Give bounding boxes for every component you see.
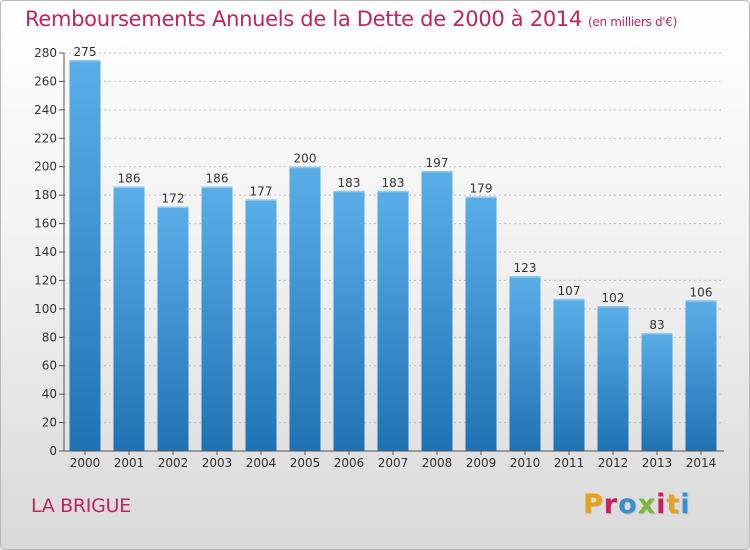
bar-highlight <box>157 206 189 209</box>
data-label: 186 <box>118 172 141 186</box>
bar <box>113 186 145 451</box>
y-tick-label: 200 <box>34 160 57 174</box>
y-tick-label: 180 <box>34 188 57 202</box>
bar-highlight <box>245 199 277 201</box>
bar <box>245 199 277 451</box>
x-tick-label: 2009 <box>466 456 497 470</box>
y-tick-label: 280 <box>34 46 57 60</box>
bar <box>685 300 717 451</box>
logo-letter: i <box>656 489 667 520</box>
bar-layer <box>69 60 717 451</box>
data-label: 83 <box>649 318 664 332</box>
bar <box>465 196 497 451</box>
bar-highlight <box>113 186 145 189</box>
bar <box>289 166 321 451</box>
bar <box>509 276 541 451</box>
y-tick-label: 120 <box>34 273 57 287</box>
commune-name: LA BRIGUE <box>31 495 131 517</box>
x-tick-label: 2002 <box>158 456 189 470</box>
x-tick-label: 2005 <box>290 456 321 470</box>
bar <box>421 170 453 451</box>
data-label: 183 <box>338 176 361 190</box>
bar <box>641 333 673 451</box>
y-tick-label: 20 <box>42 416 57 430</box>
bar-highlight <box>333 190 365 193</box>
axis-layer: 0 20 40 60 80 100 120 140 160 180 200 220 240 260 280 2… <box>34 46 724 470</box>
chart-title-text: Remboursements Annuels de la Dette de 20… <box>25 7 582 31</box>
data-label: 177 <box>250 184 273 198</box>
chart-unit: (en milliers d'€) <box>588 15 678 29</box>
data-label: 183 <box>382 176 405 190</box>
data-label: 123 <box>514 261 537 275</box>
bar-highlight <box>421 170 453 173</box>
data-label: 102 <box>602 291 625 305</box>
logo-letter: o <box>618 489 638 520</box>
x-tick-label: 2013 <box>642 456 673 470</box>
y-tick-label: 260 <box>34 74 57 88</box>
bar <box>333 190 365 451</box>
logo-letter: x <box>637 489 657 520</box>
y-tick-label: 160 <box>34 217 57 231</box>
y-tick-label: 220 <box>34 131 57 145</box>
bar-highlight <box>509 276 541 278</box>
x-tick-label: 2001 <box>114 456 145 470</box>
y-tick-label: 40 <box>42 387 57 401</box>
bar-highlight <box>69 60 101 62</box>
data-label: 275 <box>74 45 97 59</box>
x-tick-label: 2004 <box>246 456 277 470</box>
y-tick-label: 240 <box>34 103 57 117</box>
logo-letter: i <box>680 489 691 520</box>
chart-title: Remboursements Annuels de la Dette de 20… <box>25 7 677 31</box>
bar <box>553 298 585 451</box>
x-tick-label: 2011 <box>554 456 585 470</box>
y-tick-label: 140 <box>34 245 57 259</box>
logo-letter: P <box>583 489 604 520</box>
y-tick-label: 80 <box>42 330 57 344</box>
data-label: 107 <box>558 284 581 298</box>
bar-highlight <box>201 186 233 189</box>
bar-highlight <box>465 196 497 199</box>
bar <box>69 60 101 451</box>
data-label: 179 <box>470 182 493 196</box>
bar-highlight <box>685 300 717 302</box>
bar <box>377 190 409 451</box>
x-tick-label: 2014 <box>686 456 717 470</box>
bar-highlight <box>289 166 321 169</box>
data-label: 200 <box>294 152 317 166</box>
y-tick-label: 100 <box>34 302 57 316</box>
bar-highlight <box>377 190 409 193</box>
x-tick-label: 2012 <box>598 456 629 470</box>
data-label: 197 <box>426 156 449 170</box>
bar-highlight <box>641 333 673 335</box>
x-tick-label: 2006 <box>334 456 365 470</box>
logo-letter: r <box>603 489 619 520</box>
bar-highlight <box>597 306 629 308</box>
proxiti-logo[interactable]: Proxiti <box>583 489 691 520</box>
y-tick-label: 60 <box>42 359 57 373</box>
x-tick-label: 2008 <box>422 456 453 470</box>
data-label: 106 <box>690 285 713 299</box>
bar <box>201 186 233 451</box>
x-tick-label: 2010 <box>510 456 541 470</box>
x-tick-label: 2003 <box>202 456 233 470</box>
y-tick-label: 0 <box>49 444 57 458</box>
label-layer: 275 186 172 186 177 200 183 183 197 179 123 107 102 8… <box>74 45 713 332</box>
bar <box>157 206 189 451</box>
bar-highlight <box>553 298 585 301</box>
x-tick-label: 2007 <box>378 456 409 470</box>
data-label: 172 <box>162 192 185 206</box>
bar <box>597 306 629 451</box>
data-label: 186 <box>206 172 229 186</box>
logo-letter: t <box>666 489 681 520</box>
x-tick-label: 2000 <box>70 456 101 470</box>
